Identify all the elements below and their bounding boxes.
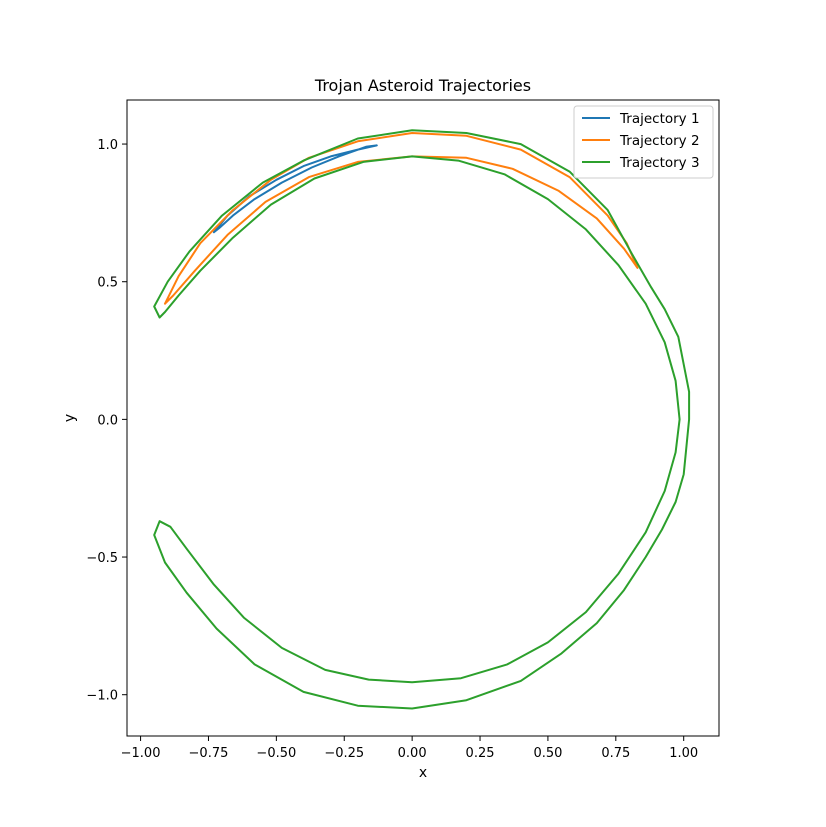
y-axis: −1.0 −0.5 0.0 0.5 1.0 — [86, 138, 127, 704]
legend-box — [573, 105, 714, 179]
x-tick-label: 0.50 — [533, 746, 562, 761]
x-tick-label: 0.00 — [398, 746, 427, 761]
x-tick-label: 0.25 — [466, 746, 495, 761]
x-tick-label: 0.75 — [601, 746, 630, 761]
legend-label-1: Trajectory 1 — [619, 111, 700, 127]
y-tick-label: −1.0 — [86, 689, 118, 704]
x-tick-label: −0.50 — [256, 746, 296, 761]
y-tick-label: 1.0 — [97, 138, 118, 153]
x-tick-label: −1.00 — [121, 746, 161, 761]
plot-frame — [126, 99, 720, 737]
y-tick-label: 0.5 — [97, 276, 118, 291]
legend-label-2: Trajectory 2 — [619, 133, 700, 149]
y-tick-label: 0.0 — [97, 413, 118, 428]
legend-label-3: Trajectory 3 — [619, 155, 700, 171]
x-axis-label: x — [419, 765, 427, 781]
x-axis: −1.00 −0.75 −0.50 −0.25 0.00 0.25 0.50 0.75 1.00 — [121, 736, 698, 761]
x-tick-label: 1.00 — [669, 746, 698, 761]
plot-area — [153, 129, 691, 710]
x-tick-label: −0.75 — [189, 746, 229, 761]
y-axis-label: y — [62, 414, 78, 422]
chart-title: Trojan Asteroid Trajectories — [314, 76, 531, 95]
legend: Trajectory 1 Trajectory 2 Trajectory 3 — [573, 105, 714, 179]
x-tick-label: −0.25 — [324, 746, 364, 761]
series-line-1 — [212, 144, 378, 234]
series-line-3 — [153, 129, 691, 710]
y-tick-label: −0.5 — [86, 551, 118, 566]
